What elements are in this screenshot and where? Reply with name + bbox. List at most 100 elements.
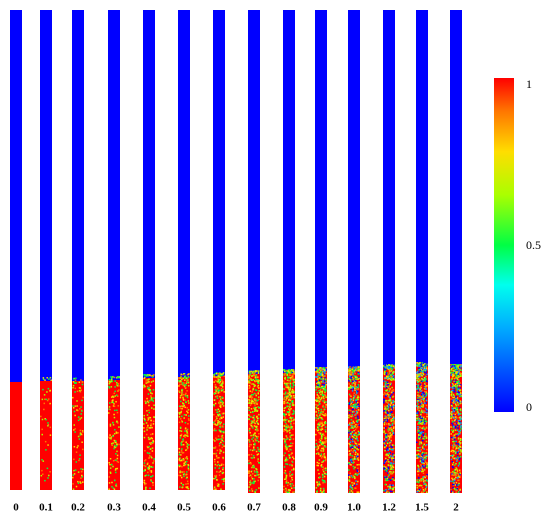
speckle	[43, 394, 46, 396]
speckle	[219, 448, 221, 451]
column-label: 1.2	[382, 502, 396, 514]
speckle	[383, 392, 386, 394]
speckle	[393, 459, 395, 461]
speckle	[386, 454, 388, 457]
speckle	[353, 366, 356, 369]
speckle	[288, 371, 290, 374]
speckle	[352, 387, 354, 389]
speckle	[455, 367, 458, 370]
speckle	[248, 406, 250, 409]
speckle	[452, 486, 454, 489]
speckle	[187, 373, 190, 375]
speckle	[322, 459, 325, 462]
speckle	[425, 423, 427, 425]
speckle	[250, 476, 253, 478]
speckle	[386, 453, 388, 455]
speckle	[460, 424, 462, 427]
speckle	[323, 409, 325, 411]
speckle	[388, 474, 391, 476]
speckle	[418, 365, 420, 367]
speckle	[145, 486, 147, 489]
speckle	[417, 373, 419, 375]
speckle	[319, 490, 322, 493]
speckle	[421, 439, 424, 442]
speckle	[350, 387, 353, 389]
speckle	[317, 447, 320, 450]
speckle	[450, 417, 453, 419]
speckle	[357, 395, 359, 397]
speckle	[322, 394, 324, 396]
speckle	[284, 445, 287, 447]
speckle	[251, 425, 253, 428]
speckle	[357, 454, 359, 456]
speckle	[220, 441, 222, 444]
speckle	[392, 466, 395, 469]
speckle	[355, 369, 358, 372]
speckle	[318, 431, 320, 434]
speckle	[252, 388, 254, 391]
speckle	[181, 389, 183, 391]
speckle	[450, 417, 452, 420]
speckle	[254, 432, 256, 434]
speckle	[292, 404, 295, 406]
speckle	[353, 429, 355, 432]
speckle	[109, 457, 112, 460]
speckle	[387, 472, 389, 474]
speckle	[348, 424, 350, 426]
speckle	[149, 479, 152, 481]
speckle	[384, 460, 386, 462]
speckle	[455, 404, 458, 407]
speckle	[390, 391, 393, 394]
speckle	[450, 391, 453, 393]
speckle	[351, 481, 353, 484]
speckle	[453, 401, 456, 404]
speckle	[354, 403, 356, 406]
speckle	[453, 478, 455, 481]
speckle	[357, 378, 359, 381]
speckle	[357, 491, 360, 493]
speckle	[385, 367, 387, 369]
speckle	[389, 462, 392, 464]
speckle	[357, 430, 360, 433]
speckle	[386, 442, 389, 445]
speckle	[424, 385, 427, 388]
speckle	[287, 394, 290, 397]
speckle	[184, 434, 186, 436]
speckle	[349, 379, 351, 381]
speckle	[289, 471, 291, 473]
speckle	[114, 441, 116, 444]
speckle	[420, 484, 423, 487]
speckle	[249, 404, 252, 407]
speckle	[324, 421, 327, 423]
speckle	[422, 419, 424, 421]
speckle	[459, 472, 462, 475]
speckle	[425, 427, 428, 429]
speckle	[457, 484, 459, 486]
speckle	[182, 399, 185, 401]
speckle	[152, 389, 155, 391]
speckle	[389, 382, 392, 384]
speckle	[452, 385, 455, 388]
speckle	[319, 428, 321, 431]
speckle	[109, 434, 111, 436]
speckle	[325, 436, 327, 438]
speckle	[456, 452, 459, 454]
speckle	[422, 491, 425, 493]
speckle	[290, 392, 292, 394]
speckle	[108, 462, 110, 464]
speckle	[115, 440, 117, 442]
speckle	[352, 373, 354, 375]
speckle	[182, 398, 185, 400]
speckle	[223, 480, 225, 482]
speckle	[148, 467, 151, 470]
speckle	[325, 372, 327, 375]
speckle	[422, 373, 425, 376]
speckle	[44, 418, 46, 420]
speckle	[151, 475, 154, 477]
speckle	[388, 375, 391, 377]
speckle	[423, 367, 426, 369]
speckle	[455, 422, 457, 424]
speckle	[385, 377, 388, 380]
speckle	[390, 411, 393, 413]
speckle	[320, 464, 323, 466]
